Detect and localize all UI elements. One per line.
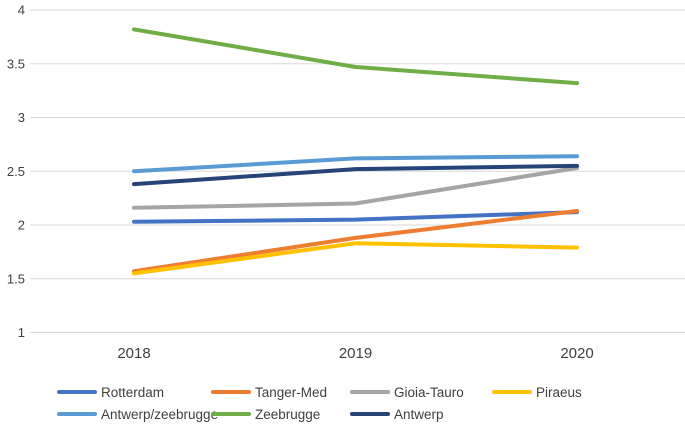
legend-label: Antwerp/zeebrugge: [101, 406, 219, 422]
chart-legend: Rotterdam Tanger-Med Gioia-Tauro Piraeus Ant…: [0, 378, 685, 424]
y-axis-tick-label: 1: [18, 325, 25, 340]
series-line-gioia-tauro: [132, 166, 579, 210]
legend-label: Rotterdam: [101, 384, 165, 400]
series-line-zeebrugge: [132, 27, 579, 86]
series-line-antwerp: [132, 163, 579, 187]
legend-item-tanger-med: Tanger-Med: [211, 383, 327, 401]
legend-label: Tanger-Med: [255, 384, 328, 400]
legend-label: Antwerp: [394, 406, 444, 422]
y-axis-tick-label: 1.5: [7, 271, 25, 286]
series-line-rotterdam: [132, 210, 579, 224]
y-axis-tick-label: 2.5: [7, 164, 25, 179]
y-axis-tick-label: 3: [18, 110, 25, 125]
legend-label: Zeebrugge: [255, 406, 321, 422]
legend-line-swatch: [350, 412, 390, 416]
legend-item-gioia-tauro: Gioia-Tauro: [350, 383, 464, 401]
series-line-tanger-med: [132, 209, 579, 274]
legend-item-antwerp-zeebrugge: Antwerp/zeebrugge: [57, 405, 218, 423]
y-axis-tick-label: 3.5: [7, 56, 25, 71]
legend-line-swatch: [211, 390, 251, 394]
legend-line-swatch: [350, 390, 390, 394]
legend-item-zeebrugge: Zeebrugge: [211, 405, 320, 423]
legend-line-swatch: [57, 412, 97, 416]
x-axis-tick-label: 2020: [560, 345, 593, 362]
legend-label: Piraeus: [536, 384, 582, 400]
x-axis-tick-label: 2018: [117, 345, 150, 362]
series-line-piraeus: [132, 241, 579, 276]
chart-plot-area: 4 3.5 3 2.5 2 1.5 1 2018 2019 2020: [7, 3, 685, 362]
legend-item-piraeus: Piraeus: [492, 383, 582, 401]
legend-item-antwerp: Antwerp: [350, 405, 444, 423]
legend-line-swatch: [57, 390, 97, 394]
legend-line-swatch: [492, 390, 532, 394]
legend-item-rotterdam: Rotterdam: [57, 383, 164, 401]
y-axis-tick-label: 4: [18, 3, 25, 18]
series-line-antwerp-zeebrugge: [132, 154, 579, 174]
x-axis-tick-label: 2019: [339, 345, 372, 362]
legend-label: Gioia-Tauro: [394, 384, 464, 400]
legend-line-swatch: [211, 412, 251, 416]
y-axis-tick-label: 2: [18, 218, 25, 233]
